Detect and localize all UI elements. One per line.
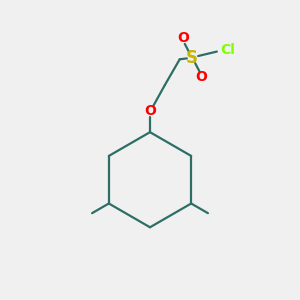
Text: S: S xyxy=(186,49,198,67)
Text: O: O xyxy=(144,104,156,118)
Text: Cl: Cl xyxy=(220,44,235,57)
Text: O: O xyxy=(177,32,189,46)
Text: O: O xyxy=(195,70,207,84)
